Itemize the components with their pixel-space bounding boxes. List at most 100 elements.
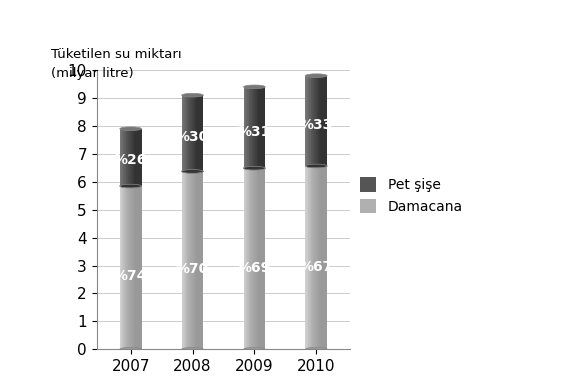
Bar <box>141 186 142 349</box>
Bar <box>124 129 125 186</box>
Bar <box>245 87 246 168</box>
Bar <box>137 186 138 349</box>
Bar <box>253 168 254 349</box>
Bar <box>122 186 123 349</box>
Bar <box>307 76 308 166</box>
Bar <box>137 129 138 186</box>
Bar <box>259 168 260 349</box>
Bar <box>141 129 142 186</box>
Bar <box>245 168 246 349</box>
Bar <box>326 166 327 349</box>
Bar <box>264 87 265 168</box>
Bar <box>140 186 141 349</box>
Bar <box>182 95 183 172</box>
Bar <box>194 172 195 349</box>
Bar <box>258 87 259 168</box>
Bar <box>322 166 323 349</box>
Bar <box>123 186 124 349</box>
Bar <box>202 95 204 172</box>
Bar <box>260 87 261 168</box>
Bar <box>199 172 201 349</box>
Bar <box>127 186 128 349</box>
Text: %67: %67 <box>300 260 333 274</box>
Bar <box>184 95 185 172</box>
Bar <box>195 172 196 349</box>
Bar <box>255 168 256 349</box>
Bar <box>309 76 310 166</box>
Bar <box>308 76 309 166</box>
Bar <box>317 166 318 349</box>
Ellipse shape <box>243 85 265 89</box>
Bar <box>129 186 130 349</box>
Bar <box>325 76 326 166</box>
Bar <box>247 87 248 168</box>
Bar <box>136 186 137 349</box>
Bar <box>182 172 183 349</box>
Bar <box>246 87 247 168</box>
Bar <box>197 95 198 172</box>
Bar <box>120 186 121 349</box>
Bar <box>250 87 251 168</box>
Bar <box>123 129 124 186</box>
Bar <box>311 76 312 166</box>
Bar <box>243 87 245 168</box>
Bar <box>318 76 319 166</box>
Bar <box>125 186 126 349</box>
Bar <box>133 129 135 186</box>
Bar <box>187 95 188 172</box>
Bar <box>312 76 314 166</box>
Bar <box>258 168 259 349</box>
Bar <box>323 166 324 349</box>
Bar <box>190 172 191 349</box>
Bar <box>183 172 184 349</box>
Ellipse shape <box>305 164 327 168</box>
Bar <box>319 76 320 166</box>
Ellipse shape <box>120 184 142 188</box>
Bar <box>199 172 200 349</box>
Bar <box>262 87 263 168</box>
Bar <box>262 168 263 349</box>
Text: %70: %70 <box>176 262 209 276</box>
Bar <box>315 76 316 166</box>
Bar <box>183 95 184 172</box>
Text: (milyar litre): (milyar litre) <box>51 67 133 80</box>
Bar <box>195 95 196 172</box>
Bar <box>138 186 139 349</box>
Text: %31: %31 <box>238 124 271 138</box>
Bar <box>139 129 140 186</box>
Bar <box>136 129 137 186</box>
Bar <box>306 76 307 166</box>
Bar <box>190 95 191 172</box>
Bar <box>311 166 312 349</box>
Bar <box>122 129 123 186</box>
Bar <box>263 168 264 349</box>
Ellipse shape <box>243 166 265 170</box>
Ellipse shape <box>182 170 204 173</box>
Bar <box>134 129 135 186</box>
Bar <box>188 172 189 349</box>
Bar <box>199 95 201 172</box>
Bar <box>184 172 185 349</box>
Bar <box>190 95 191 172</box>
Bar <box>317 76 318 166</box>
Bar <box>323 76 324 166</box>
Ellipse shape <box>243 166 265 170</box>
Bar <box>121 129 122 186</box>
Bar <box>256 168 257 349</box>
Bar <box>130 186 132 349</box>
Ellipse shape <box>182 93 204 97</box>
Bar <box>321 166 322 349</box>
Bar <box>316 166 317 349</box>
Bar <box>305 76 306 166</box>
Bar <box>133 186 135 349</box>
Bar <box>319 166 320 349</box>
Bar <box>322 76 323 166</box>
Bar <box>315 76 316 166</box>
Bar <box>307 166 308 349</box>
Bar <box>138 129 139 186</box>
Bar <box>309 166 310 349</box>
Legend: Pet şişe, Damacana: Pet şişe, Damacana <box>360 177 463 214</box>
Bar <box>320 166 321 349</box>
Ellipse shape <box>120 184 142 188</box>
Bar <box>249 168 250 349</box>
